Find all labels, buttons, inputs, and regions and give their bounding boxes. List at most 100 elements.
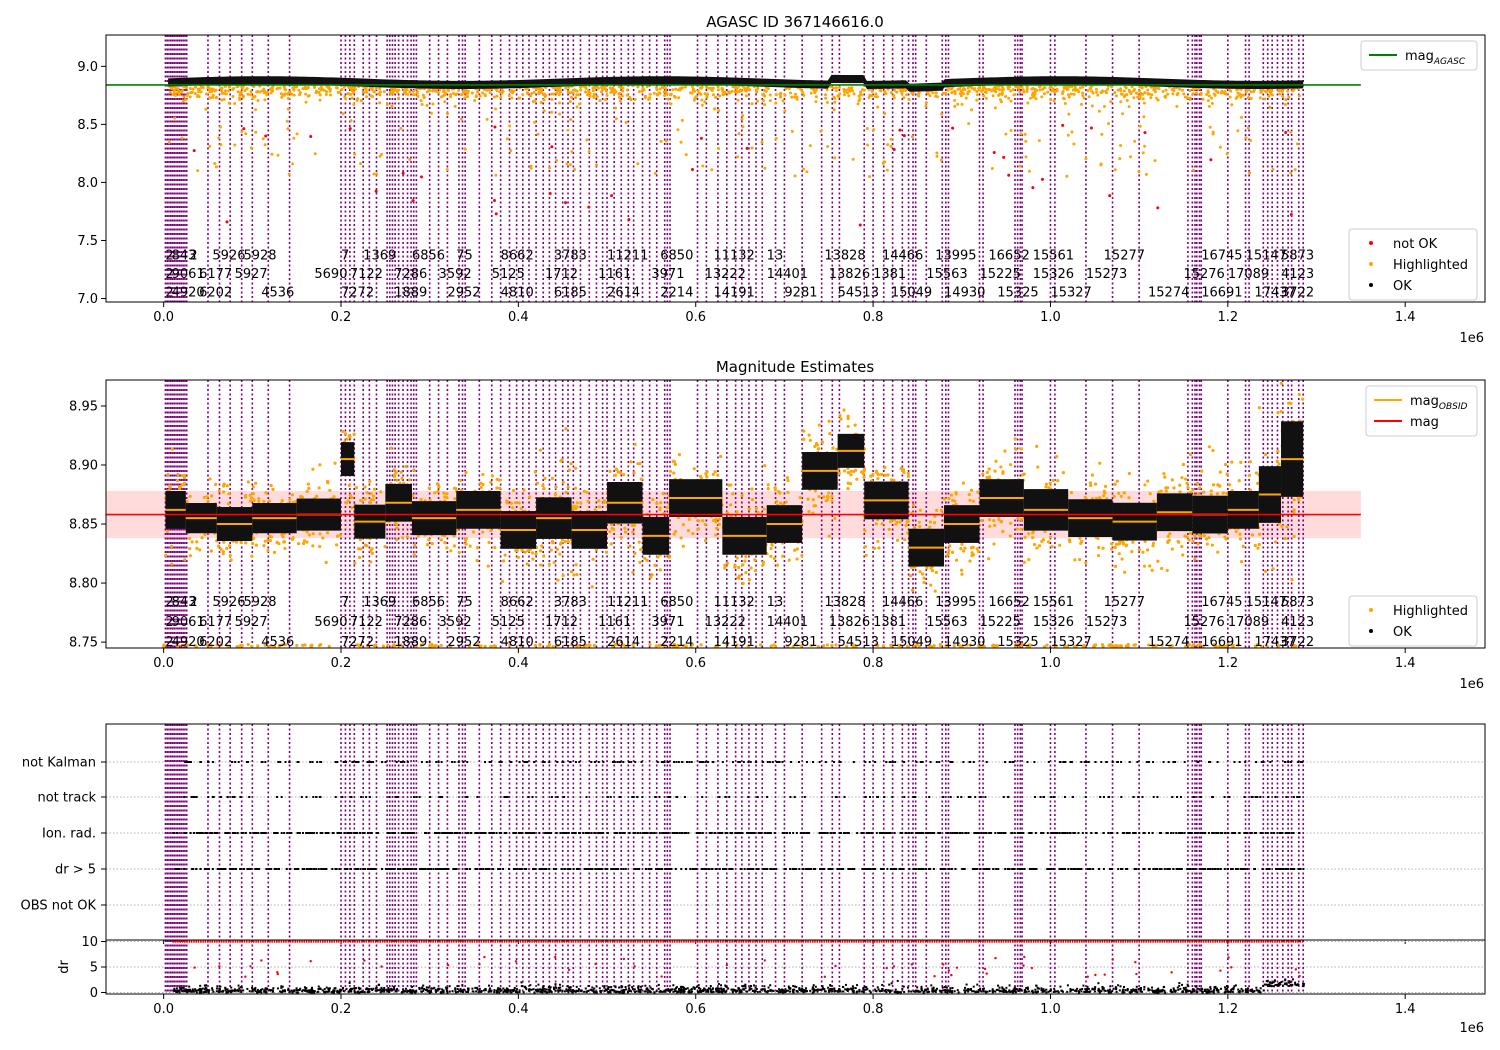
highlighted-point [912, 644, 916, 648]
flag-point [548, 761, 551, 763]
flag-point [721, 761, 724, 763]
highlighted-point [623, 644, 628, 648]
highlighted-point [651, 497, 655, 502]
highlighted-point [892, 478, 896, 482]
highlighted-point [1199, 91, 1203, 95]
highlighted-point [290, 92, 294, 96]
obsid-label: 9281 [784, 286, 817, 301]
flag-point [211, 761, 214, 763]
highlighted-point [529, 166, 533, 170]
not-ok-point [192, 149, 196, 153]
flag-point [370, 761, 373, 763]
highlighted-point [756, 99, 760, 103]
highlighted-point [191, 87, 195, 91]
highlighted-point [935, 508, 939, 512]
highlighted-point [292, 136, 296, 140]
highlighted-point [638, 560, 642, 564]
highlighted-point [845, 91, 849, 95]
highlighted-point [691, 531, 695, 536]
highlighted-point [1138, 124, 1142, 128]
highlighted-point [1239, 93, 1243, 97]
highlighted-point [939, 158, 943, 162]
highlighted-point [1192, 642, 1196, 647]
highlighted-point [917, 91, 921, 95]
obsid-label: 13826 [829, 267, 870, 282]
highlighted-point [1148, 564, 1152, 568]
flag-point [360, 796, 363, 798]
highlighted-point [569, 462, 573, 466]
obsid-label: 9061 [172, 615, 205, 630]
flag-point [622, 761, 625, 763]
highlighted-point [419, 497, 423, 502]
highlighted-point [208, 144, 212, 148]
flag-point [523, 761, 526, 763]
highlighted-point [466, 89, 470, 93]
y-tick-label: 8.75 [69, 636, 98, 651]
highlighted-point [492, 95, 496, 99]
highlighted-point [658, 87, 662, 91]
highlighted-point [672, 460, 677, 464]
highlighted-point [833, 156, 837, 160]
highlighted-point [175, 478, 180, 483]
legend-agasc-top [1360, 40, 1478, 71]
highlighted-point [196, 90, 200, 94]
flag-point [357, 761, 360, 763]
highlighted-point [1154, 644, 1158, 648]
highlighted-point [374, 86, 378, 90]
flag-point [510, 761, 513, 763]
highlighted-point [855, 477, 859, 481]
flag-point [1172, 761, 1175, 763]
highlighted-point [1216, 90, 1220, 94]
obsid-label: 15326 [1033, 615, 1074, 630]
highlighted-point [963, 546, 967, 550]
flag-point [1053, 796, 1056, 798]
highlighted-point [548, 166, 552, 170]
obsid-label: 8662 [501, 595, 534, 610]
highlighted-point [464, 470, 468, 475]
highlighted-point [631, 570, 635, 574]
highlighted-point [439, 538, 443, 542]
highlighted-point [397, 96, 401, 100]
flag-point [967, 796, 970, 798]
highlighted-point [1187, 643, 1191, 647]
highlighted-point [1103, 484, 1108, 488]
flag-point [660, 761, 663, 763]
highlighted-point [475, 558, 479, 563]
highlighted-point [669, 93, 673, 97]
highlighted-point [209, 643, 213, 648]
flag-point [673, 761, 676, 763]
highlighted-point [867, 174, 871, 178]
highlighted-point [1181, 462, 1186, 467]
highlighted-point [442, 89, 446, 93]
highlighted-point [1275, 459, 1279, 463]
highlighted-point [1127, 496, 1131, 500]
flag-point [949, 761, 952, 763]
highlighted-point [500, 579, 505, 584]
flag-point [789, 796, 792, 798]
highlighted-point [239, 540, 243, 545]
highlighted-point [779, 95, 783, 99]
highlighted-point [303, 85, 307, 89]
highlighted-point [1165, 568, 1169, 573]
flag-point [231, 761, 234, 763]
highlighted-point [849, 473, 853, 477]
x-tick-label: 0.4 [508, 310, 529, 325]
not-ok-point [493, 125, 497, 129]
highlighted-point [977, 86, 981, 90]
obsid-label: 7122 [350, 267, 383, 282]
highlighted-point [372, 643, 376, 648]
highlighted-point [961, 481, 965, 485]
obsid-label: 6850 [660, 595, 693, 610]
flag-point [818, 761, 821, 763]
highlighted-point [575, 572, 579, 577]
flag-point [1255, 761, 1258, 763]
flag-point [640, 761, 643, 763]
highlighted-point [656, 555, 660, 559]
highlighted-point [372, 172, 376, 176]
flag-point [1299, 761, 1302, 763]
highlighted-point [503, 553, 507, 557]
highlighted-point [452, 544, 457, 548]
highlighted-point [257, 499, 261, 504]
highlighted-point [318, 463, 322, 467]
highlighted-point [652, 91, 656, 95]
